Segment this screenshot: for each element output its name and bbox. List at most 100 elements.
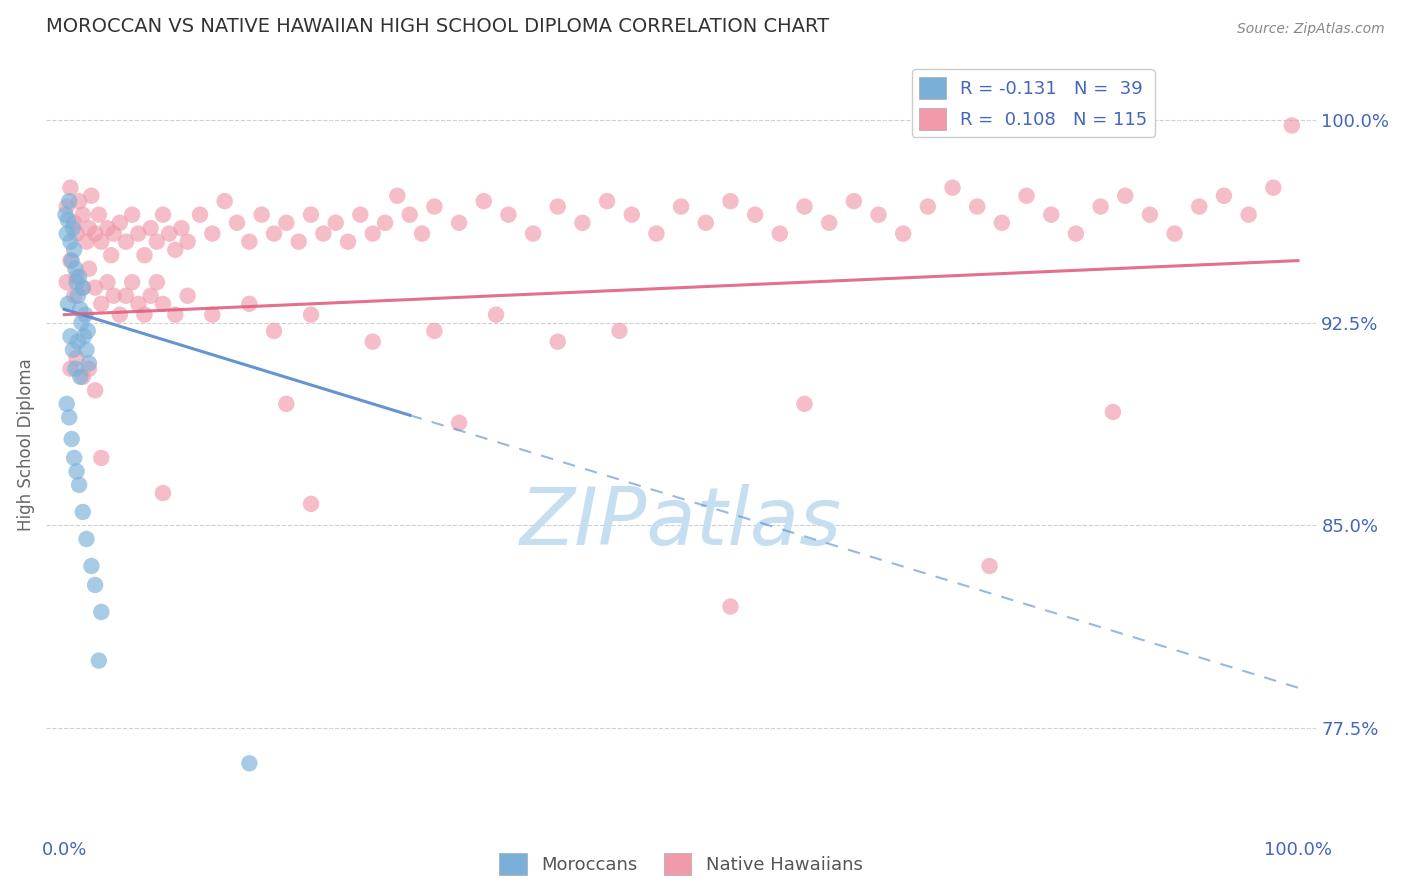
Point <box>90 605 112 619</box>
Point <box>58 410 80 425</box>
Point <box>103 227 125 241</box>
Point <box>87 208 110 222</box>
Point <box>387 188 409 202</box>
Point <box>1163 227 1185 241</box>
Point <box>59 361 82 376</box>
Point <box>250 208 273 222</box>
Point <box>165 243 187 257</box>
Point <box>55 397 77 411</box>
Point <box>115 235 138 249</box>
Point <box>695 216 717 230</box>
Point <box>66 289 89 303</box>
Point <box>1064 227 1087 241</box>
Point <box>547 200 569 214</box>
Y-axis label: High School Diploma: High School Diploma <box>17 358 35 531</box>
Point <box>472 194 495 209</box>
Point <box>108 308 131 322</box>
Point <box>58 194 80 209</box>
Point <box>170 221 193 235</box>
Point <box>63 243 86 257</box>
Point <box>108 216 131 230</box>
Point <box>188 208 211 222</box>
Text: MOROCCAN VS NATIVE HAWAIIAN HIGH SCHOOL DIPLOMA CORRELATION CHART: MOROCCAN VS NATIVE HAWAIIAN HIGH SCHOOL … <box>46 17 830 36</box>
Point <box>62 343 84 357</box>
Point <box>720 194 742 209</box>
Point <box>56 297 79 311</box>
Point <box>59 180 82 194</box>
Point <box>498 208 520 222</box>
Point <box>90 297 112 311</box>
Point <box>87 654 110 668</box>
Point <box>276 216 298 230</box>
Point <box>299 497 322 511</box>
Point <box>349 208 371 222</box>
Point <box>522 227 544 241</box>
Legend: Moroccans, Native Hawaiians: Moroccans, Native Hawaiians <box>492 846 870 882</box>
Point <box>67 478 90 492</box>
Point <box>55 275 77 289</box>
Point <box>59 253 82 268</box>
Point <box>134 248 156 262</box>
Point <box>63 216 86 230</box>
Point <box>449 216 471 230</box>
Point <box>60 253 83 268</box>
Point <box>1114 188 1136 202</box>
Point <box>62 221 84 235</box>
Point <box>720 599 742 614</box>
Point <box>69 369 91 384</box>
Point <box>63 289 86 303</box>
Point <box>547 334 569 349</box>
Point <box>103 289 125 303</box>
Point <box>75 308 97 322</box>
Point <box>374 216 396 230</box>
Point <box>226 216 249 230</box>
Point <box>76 532 98 546</box>
Point <box>80 559 103 574</box>
Point <box>96 221 118 235</box>
Point <box>121 275 143 289</box>
Point <box>1139 208 1161 222</box>
Point <box>299 308 322 322</box>
Point <box>361 334 384 349</box>
Point <box>645 227 668 241</box>
Point <box>941 180 963 194</box>
Point <box>76 235 98 249</box>
Point <box>609 324 631 338</box>
Point <box>398 208 420 222</box>
Point <box>84 384 107 398</box>
Text: ZIPatlas: ZIPatlas <box>520 483 842 562</box>
Point <box>59 329 82 343</box>
Point <box>146 235 169 249</box>
Point <box>201 227 224 241</box>
Point <box>176 235 198 249</box>
Point <box>77 361 100 376</box>
Point <box>115 289 138 303</box>
Point <box>134 308 156 322</box>
Point <box>65 361 87 376</box>
Point <box>80 188 103 202</box>
Point <box>238 756 260 771</box>
Point <box>571 216 593 230</box>
Point <box>67 269 90 284</box>
Point <box>60 432 83 446</box>
Point <box>793 397 815 411</box>
Point <box>1102 405 1125 419</box>
Point <box>596 194 619 209</box>
Point <box>361 227 384 241</box>
Point <box>744 208 766 222</box>
Point <box>287 235 309 249</box>
Point <box>67 194 90 209</box>
Point <box>65 464 87 478</box>
Point <box>793 200 815 214</box>
Point <box>72 369 94 384</box>
Point <box>818 216 841 230</box>
Point <box>991 216 1014 230</box>
Point <box>84 280 107 294</box>
Point <box>70 316 93 330</box>
Point <box>423 324 446 338</box>
Point <box>152 486 174 500</box>
Point <box>165 308 187 322</box>
Point <box>90 450 112 465</box>
Point <box>152 297 174 311</box>
Point <box>299 208 322 222</box>
